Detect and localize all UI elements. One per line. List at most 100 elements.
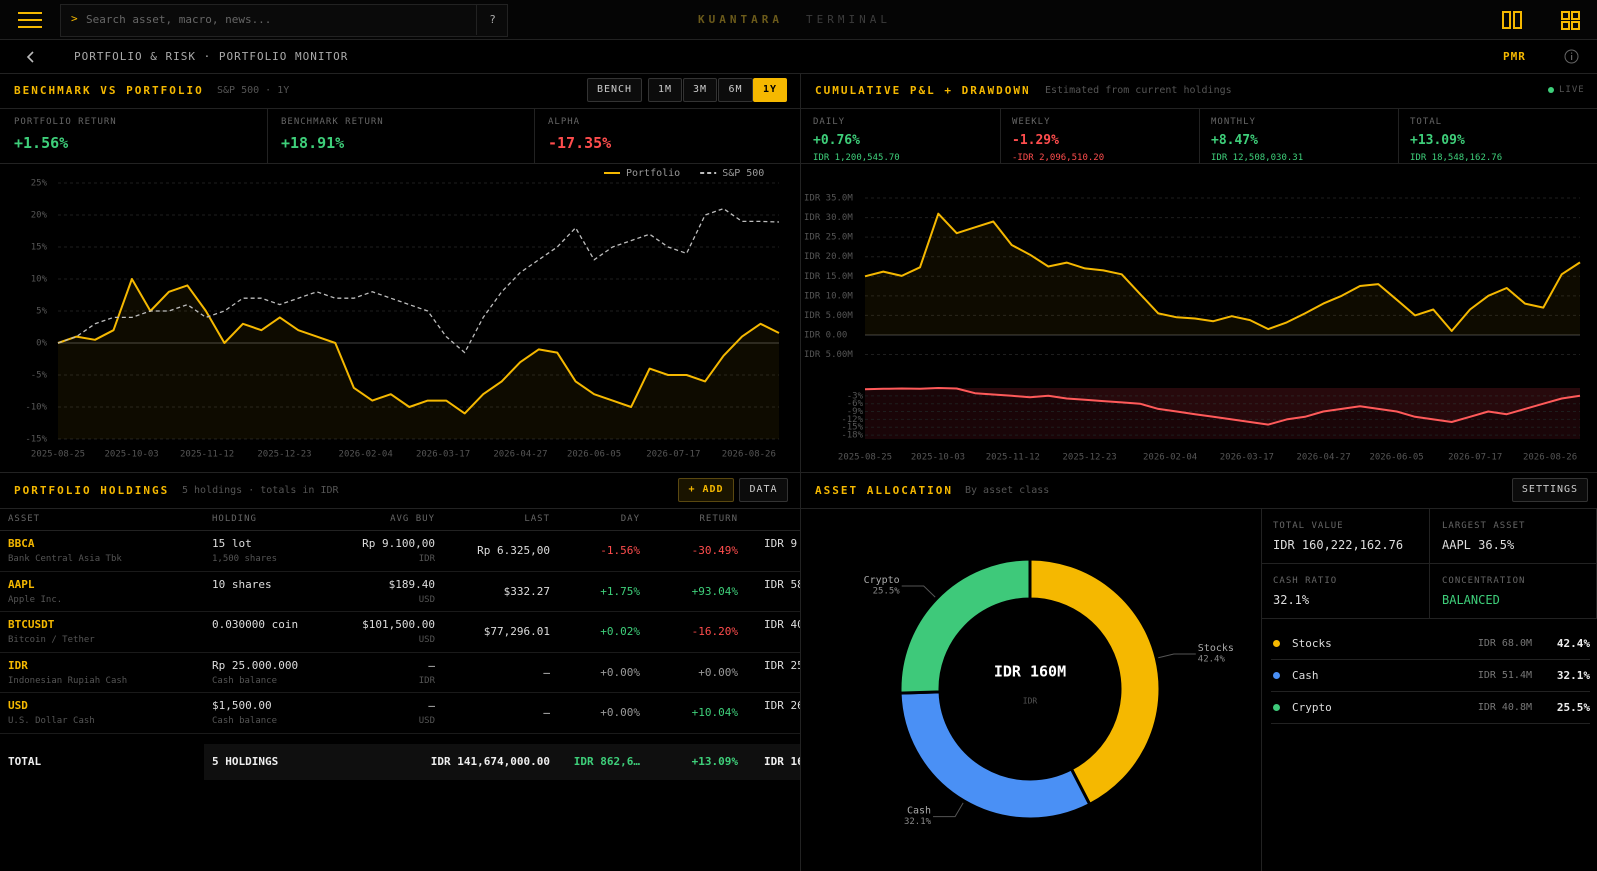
row-border [1271, 691, 1590, 692]
info-icon[interactable] [1564, 49, 1579, 64]
column-header: RETURN [699, 514, 738, 524]
back-icon[interactable] [26, 51, 36, 63]
stat-value: +13.09% [1410, 133, 1465, 148]
y-tick-label: -15% [841, 423, 863, 433]
x-tick-label: 2025-12-23 [1063, 453, 1117, 463]
y-tick-label: IDR 30.0M [804, 213, 853, 223]
area [865, 213, 1580, 335]
x-tick-label: 2026-04-27 [1296, 453, 1350, 463]
stat-value: 32.1% [1273, 593, 1310, 607]
x-tick-label: 2025-08-25 [31, 450, 85, 460]
menu-icon[interactable] [18, 11, 42, 29]
y-tick-label: 10% [31, 275, 48, 285]
y-tick-label: 15% [31, 243, 48, 253]
total-day: IDR 862,6… [573, 755, 640, 768]
series-line [57, 207, 780, 354]
stat-value: +8.47% [1211, 133, 1258, 148]
x-tick-label: 2026-02-04 [339, 450, 393, 460]
stat-label: MONTHLY [1211, 117, 1256, 127]
holding: 15 lot [212, 537, 252, 550]
stat-cell [1430, 509, 1597, 564]
divider [1199, 108, 1200, 163]
y-tick-label: IDR 25.0M [804, 233, 853, 243]
live-dot [1548, 87, 1554, 93]
data-button[interactable]: DATA [739, 478, 788, 502]
stat-value: +18.91% [281, 134, 345, 152]
avg-buy: — [428, 658, 435, 672]
slice-label: Crypto [864, 575, 900, 586]
stat-value: +1.56% [14, 134, 69, 152]
stat-value: BALANCED [1442, 593, 1500, 607]
y-tick-label: -5% [31, 371, 48, 381]
pie-slice [898, 557, 1032, 695]
column-header: DAY [620, 514, 640, 524]
row-border [1271, 723, 1590, 724]
y-tick-label: -10% [25, 403, 47, 413]
stat-amount: IDR 18,548,162.76 [1410, 153, 1503, 163]
range-button[interactable]: BENCH [587, 78, 642, 102]
legend-amount: IDR 40.8M [1477, 702, 1532, 713]
legend-dot [1273, 704, 1280, 711]
position-value: IDR 26 [764, 699, 800, 713]
search-box[interactable] [60, 4, 508, 37]
split-icon[interactable] [1502, 11, 1522, 29]
x-tick-label: 2025-11-12 [180, 450, 234, 460]
stat-cell [1261, 564, 1430, 619]
legend-percent: 32.1% [1556, 669, 1590, 682]
stat-label: DAILY [813, 117, 846, 127]
row-border [0, 733, 800, 734]
row-border [0, 692, 800, 694]
screen-code: PMR [1503, 50, 1526, 63]
legend-dot [1273, 672, 1280, 679]
row-border [0, 530, 800, 531]
x-tick-label: 2026-08-26 [722, 450, 776, 460]
position-value: IDR 25 [764, 658, 800, 672]
divider [0, 163, 1597, 164]
total-holding: 5 HOLDINGS [212, 755, 279, 768]
avg-buy: Rp 9.100,00 [362, 537, 435, 550]
stat-cell [1261, 509, 1430, 564]
total-return: +13.09% [691, 755, 738, 768]
slice-value: 25.5% [873, 587, 901, 597]
panel-title: BENCHMARK VS PORTFOLIO [14, 84, 204, 97]
leader-line [901, 585, 936, 598]
avg-buy: — [428, 699, 435, 713]
y-tick-label: -9% [847, 407, 864, 417]
y-tick-label: IDR 15.0M [804, 272, 853, 282]
day-change: +0.02% [600, 625, 640, 639]
divider [0, 508, 1597, 509]
divider [534, 108, 535, 163]
holding-sub: Cash balance [212, 675, 278, 686]
holding-sub: 1,500 shares [212, 554, 278, 564]
y-tick-label: IDR 0.00 [804, 330, 847, 340]
column-header: AVG BUY [390, 514, 435, 524]
stat-label: BENCHMARK RETURN [281, 117, 384, 127]
stat-value: IDR 160,222,162.76 [1273, 538, 1404, 552]
range-button[interactable]: 1M [648, 78, 682, 102]
y-tick-label: IDR 35.0M [804, 194, 853, 204]
live-label: LIVE [1559, 85, 1585, 95]
asset-symbol: USD [8, 699, 28, 713]
help-button[interactable]: ? [476, 4, 508, 35]
row-border [0, 611, 800, 613]
x-tick-label: 2025-10-03 [911, 453, 965, 463]
legend-amount: IDR 51.4M [1477, 670, 1532, 681]
y-tick-label: -6% [847, 399, 864, 409]
range-button[interactable]: 1Y [753, 78, 787, 102]
legend-name: Stocks [1292, 637, 1332, 650]
day-change: -1.56% [600, 544, 640, 557]
center-value: IDR 160M [994, 663, 1066, 681]
grid-icon[interactable] [1561, 11, 1580, 30]
benchmark-chart: 25% 20% 15% 10% 5% 0% -5% -10% -15% 2025-08-25 202… [25, 168, 780, 460]
asset-symbol: BTCUSDT [8, 618, 55, 632]
add-button[interactable]: + ADD [678, 478, 734, 502]
range-button[interactable]: 6M [718, 78, 753, 102]
panel-title: ASSET ALLOCATION [815, 484, 953, 497]
avg-buy: $189.40 [388, 577, 435, 591]
legend-dot [1273, 640, 1280, 647]
range-button[interactable]: 3M [683, 78, 717, 102]
brand-suffix: TERMINAL [806, 13, 891, 26]
x-tick-label: 2026-06-05 [1369, 453, 1423, 463]
drawdown-band [865, 388, 1580, 439]
settings-button[interactable]: SETTINGS [1512, 478, 1588, 502]
